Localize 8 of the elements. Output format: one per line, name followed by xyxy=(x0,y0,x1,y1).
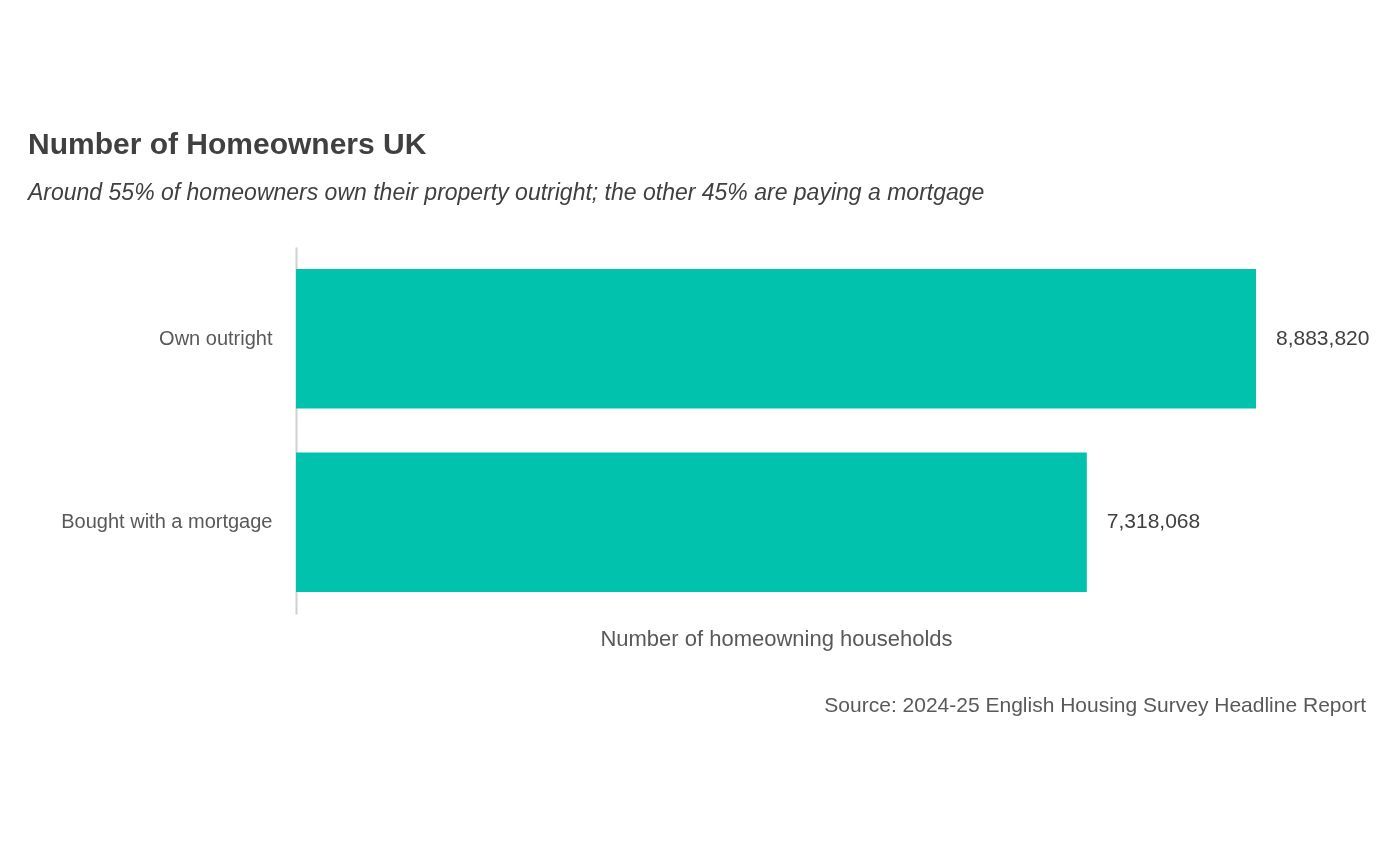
data-label: 7,318,068 xyxy=(1106,509,1201,533)
y-tick-label: Own outright xyxy=(159,326,273,349)
chart-subtitle: Around 55% of homeowners own their property outright; the other 45% are paying a mortgage xyxy=(26,179,985,205)
chart-title: Number of Homeowners UK xyxy=(28,127,427,160)
x-axis-title: Number of homeowning households xyxy=(600,625,953,651)
data-label: 8,883,820 xyxy=(1276,325,1370,349)
y-tick-label: Bought with a mortgage xyxy=(61,510,273,533)
source-note: Source: 2024-25 English Housing Survey Headline Report xyxy=(824,693,1367,716)
